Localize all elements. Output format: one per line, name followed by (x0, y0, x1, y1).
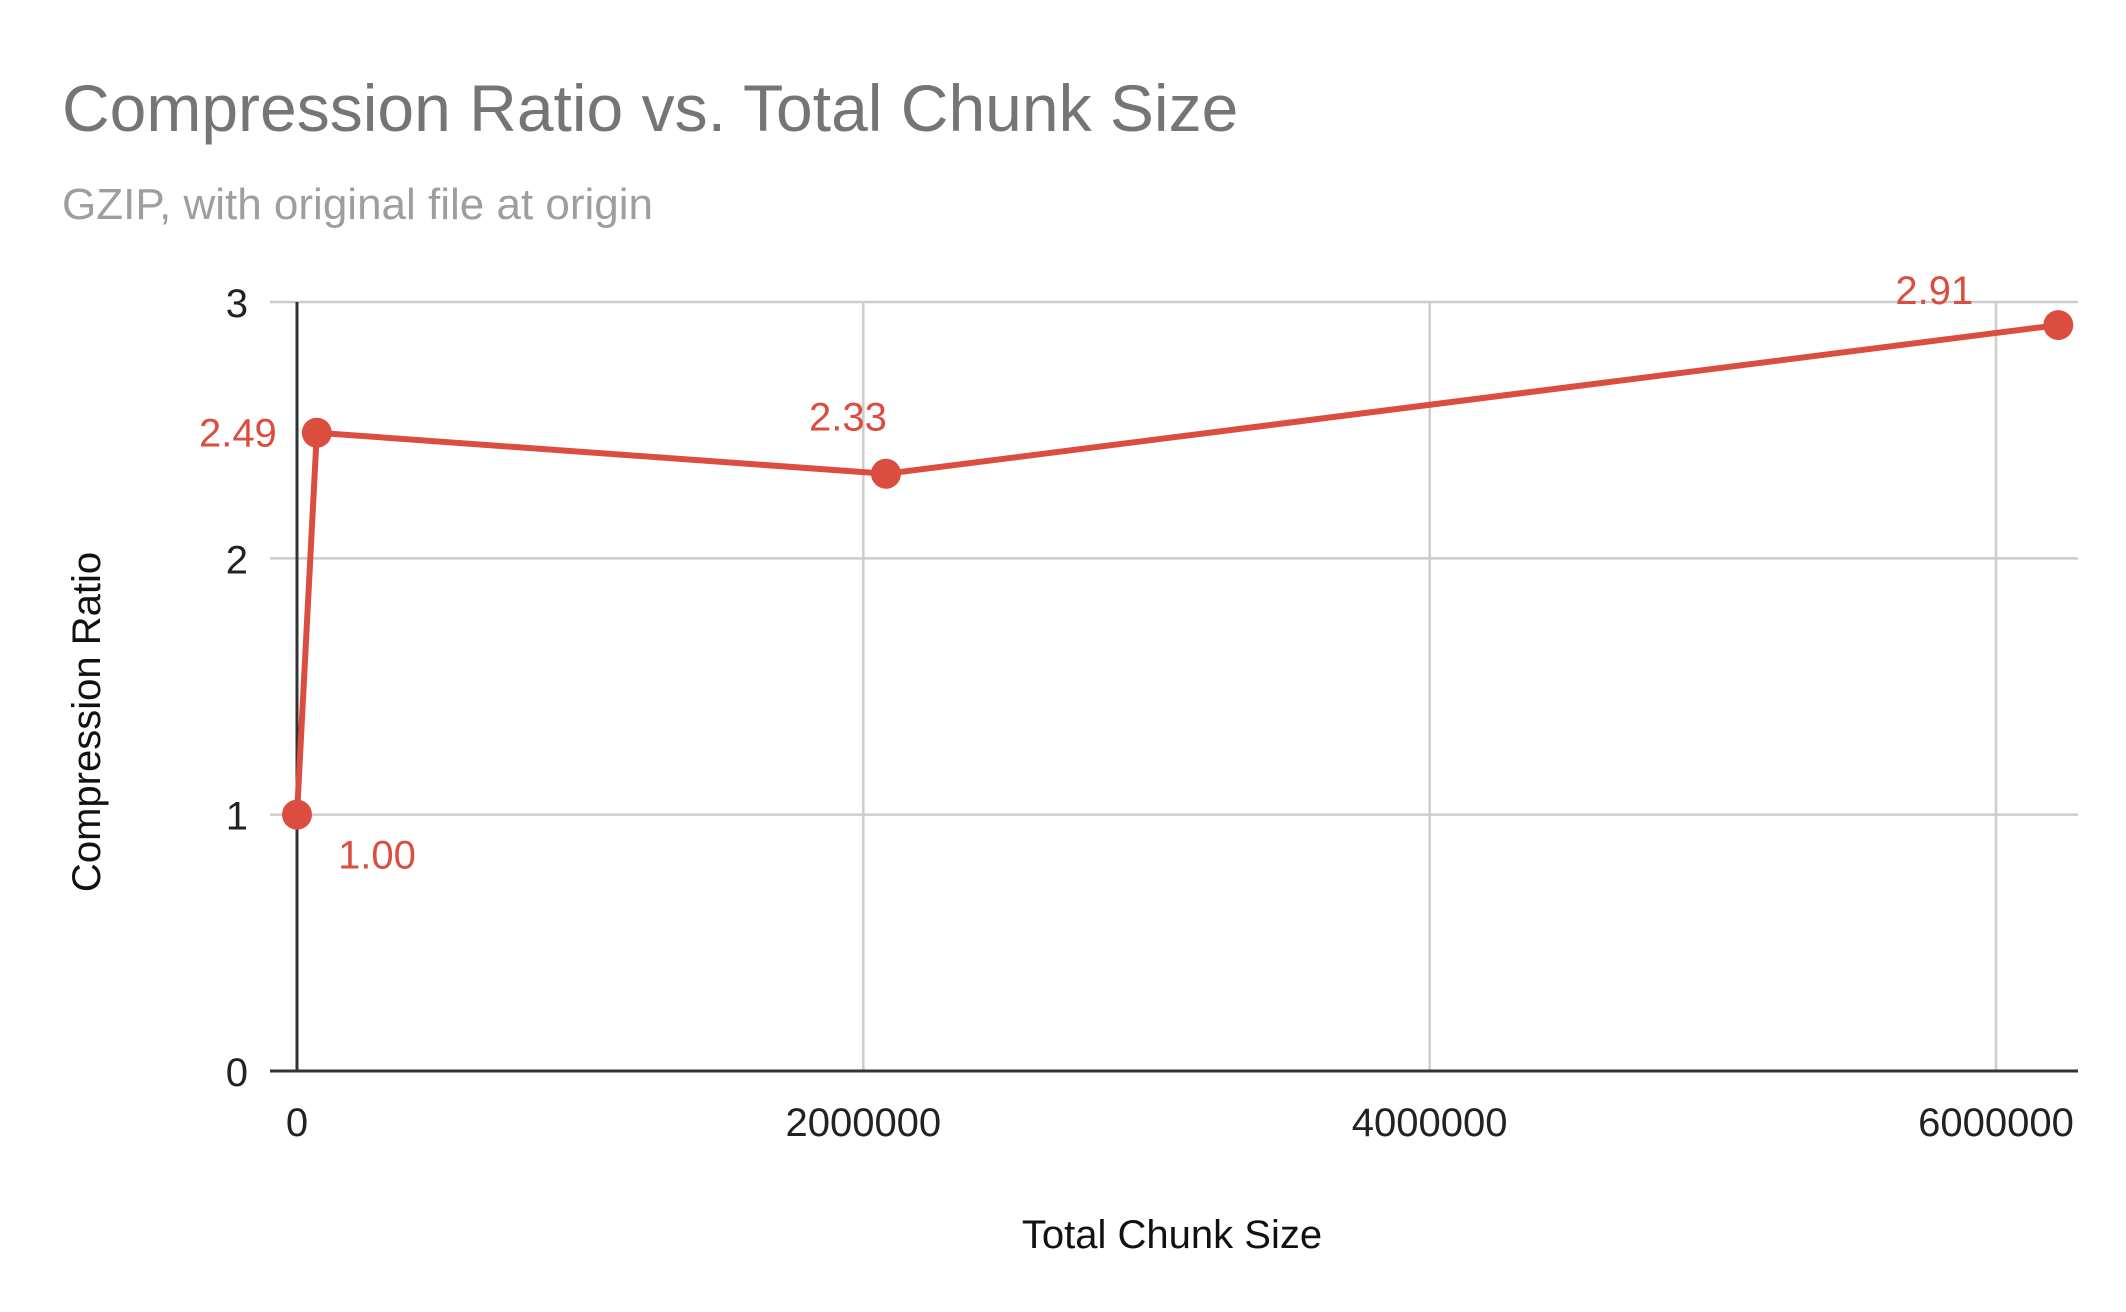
data-label: 2.91 (1895, 269, 1973, 313)
y-axis-title: Compression Ratio (65, 552, 109, 892)
x-tick-label: 4000000 (1352, 1101, 1508, 1145)
chart-subtitle: GZIP, with original file at origin (62, 180, 654, 229)
x-tick-label: 0 (286, 1101, 308, 1145)
x-tick-label: 2000000 (785, 1101, 941, 1145)
series-line (294, 322, 2059, 815)
data-point (282, 799, 312, 830)
data-point (870, 458, 901, 489)
y-tick-label: 0 (226, 1051, 248, 1095)
data-label: 1.00 (338, 834, 416, 878)
chart-title: Compression Ratio vs. Total Chunk Size (62, 71, 1239, 145)
data-point (2043, 310, 2074, 341)
y-tick-label: 2 (226, 538, 248, 582)
data-label: 2.33 (809, 396, 887, 440)
data-point (301, 417, 332, 448)
x-axis-title: Total Chunk Size (1022, 1213, 1322, 1257)
x-tick-label: 6000000 (1918, 1101, 2074, 1145)
y-tick-label: 1 (226, 795, 248, 839)
y-tick-label: 3 (226, 282, 248, 326)
data-label: 2.49 (199, 412, 277, 456)
